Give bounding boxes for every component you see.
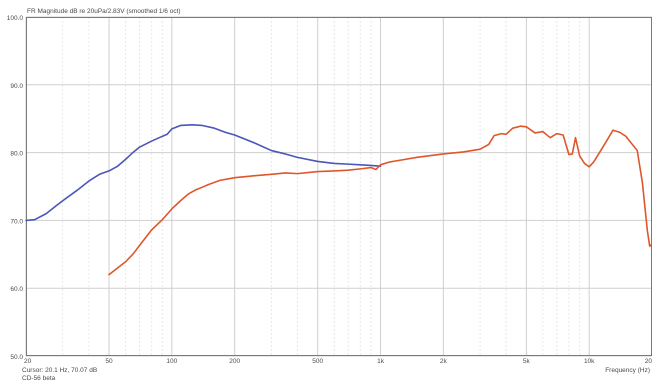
y-tick-label: 80.0 <box>10 151 23 158</box>
y-tick-label: 100.0 <box>7 15 24 22</box>
x-tick-labels: 20 50 100 200 500 1k 2k 5k 10k 20 <box>24 358 652 365</box>
x-tick-label: 2k <box>440 358 448 365</box>
series-line-1 <box>25 124 382 222</box>
x-tick-label: 20 <box>24 358 32 365</box>
series-line-2 <box>108 125 652 276</box>
plot-area <box>26 17 652 356</box>
version-label: CD-56 beta <box>22 375 56 382</box>
y-tick-labels: 50.0 60.0 70.0 80.0 90.0 100.0 <box>7 15 24 361</box>
x-tick-label: 1k <box>377 358 385 365</box>
y-tick-label: 50.0 <box>10 354 23 361</box>
series-group <box>25 124 652 276</box>
x-tick-label: 200 <box>229 358 240 365</box>
y-tick-label: 70.0 <box>10 218 23 225</box>
x-tick-label: 50 <box>105 358 113 365</box>
x-tick-label: 20 <box>645 358 652 365</box>
y-tick-label: 90.0 <box>10 83 23 90</box>
y-tick-label: 60.0 <box>10 286 23 293</box>
cursor-readout: Cursor: 20.1 Hz, 70.07 dB <box>22 367 97 374</box>
chart-title: FR Magnitude dB re 20uPa/2.83V (smoothed… <box>27 8 181 15</box>
x-tick-label: 10k <box>584 358 595 365</box>
x-tick-label: 100 <box>166 358 177 365</box>
x-tick-label: 500 <box>312 358 323 365</box>
x-axis-label: Frequency (Hz) <box>605 367 650 374</box>
x-tick-label: 5k <box>523 358 531 365</box>
